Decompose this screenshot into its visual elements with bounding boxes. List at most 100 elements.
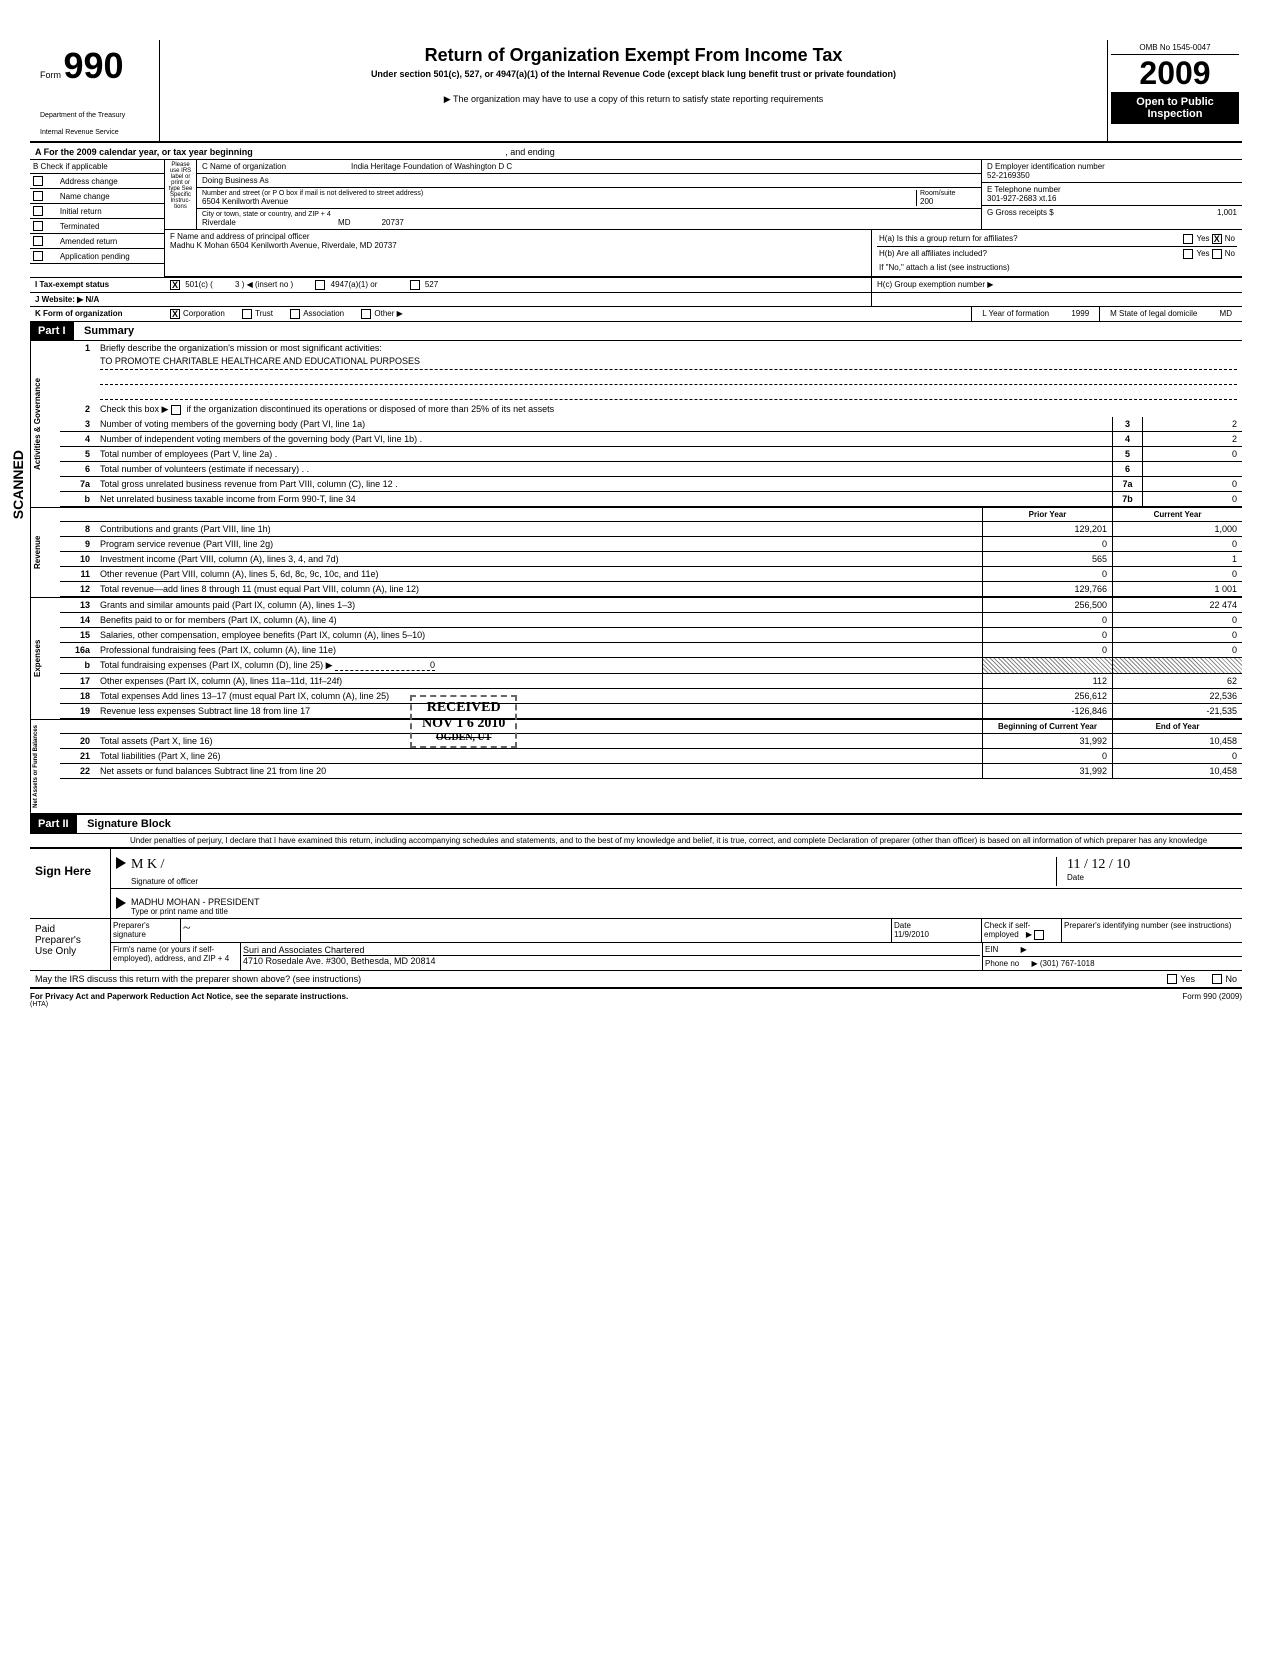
ha-no[interactable] (1212, 234, 1222, 244)
perjury-text: Under penalties of perjury, I declare th… (30, 834, 1242, 847)
prep-date: 11/9/2010 (894, 930, 979, 939)
form-year-box: OMB No 1545-0047 2009 Open to Public Ins… (1107, 40, 1242, 141)
form-title-box: Return of Organization Exempt From Incom… (160, 40, 1107, 141)
hb-no[interactable] (1212, 249, 1222, 259)
section-b: B Check if applicable Address change Nam… (30, 160, 165, 277)
arrow-icon (116, 857, 126, 869)
telephone: 301-927-2683 xt.16 (987, 194, 1237, 203)
sig-date: 11 / 12 / 10 (1067, 857, 1237, 873)
hta: (HTA) (30, 1001, 1242, 1008)
mission-text: TO PROMOTE CHARITABLE HEALTHCARE AND EDU… (100, 353, 1237, 370)
form-title: Return of Organization Exempt From Incom… (180, 45, 1087, 66)
sign-here-label: Sign Here (30, 849, 110, 918)
trust-checkbox[interactable] (242, 309, 252, 319)
irs-label: Internal Revenue Service (40, 129, 149, 136)
preparer-signature: ~ (181, 919, 892, 942)
checkbox-amended[interactable] (33, 236, 43, 246)
city-state-zip: Riverdale MD 20737 (202, 218, 976, 227)
summary-line: 5 Total number of employees (Part V, lin… (60, 447, 1242, 462)
discontinued-checkbox[interactable] (171, 405, 181, 415)
4947-checkbox[interactable] (315, 280, 325, 290)
dept-treasury: Department of the Treasury (40, 112, 149, 119)
summary-body: Activities & Governance 1 Briefly descri… (30, 341, 1242, 507)
527-checkbox[interactable] (410, 280, 420, 290)
form-subtitle: Under section 501(c), 527, or 4947(a)(1)… (180, 69, 1087, 79)
checkbox-terminated[interactable] (33, 221, 43, 231)
corp-checkbox[interactable] (170, 309, 180, 319)
activities-label: Activities & Governance (30, 341, 60, 507)
received-stamp: RECEIVED NOV 1 6 2010 OGDEN, UT (410, 695, 517, 748)
hb-yes[interactable] (1183, 249, 1193, 259)
part2-header: Part II (30, 815, 77, 833)
signature-section: Sign Here M K / Signature of officer 11 … (30, 847, 1242, 918)
main-info-block: B Check if applicable Address change Nam… (30, 160, 1242, 278)
revenue-line: 12 Total revenue—add lines 8 through 11 … (60, 582, 1242, 597)
checkbox-app-pending[interactable] (33, 251, 43, 261)
form-number-box: Form 990 Department of the Treasury Inte… (30, 40, 160, 141)
discuss-yes[interactable] (1167, 974, 1177, 984)
assets-line: 21 Total liabilities (Part X, line 26) 0… (60, 749, 1242, 764)
part1-header-row: Part I Summary (30, 322, 1242, 341)
line-a: A For the 2009 calendar year, or tax yea… (30, 145, 1242, 160)
form-note: ▶ The organization may have to use a cop… (180, 94, 1087, 105)
firm-name: Suri and Associates Chartered (243, 945, 980, 956)
part2-title: Signature Block (79, 815, 179, 833)
begin-year-header: Beginning of Current Year (982, 720, 1112, 733)
omb-number: OMB No 1545-0047 (1111, 43, 1239, 55)
expense-line: 14 Benefits paid to or for members (Part… (60, 613, 1242, 628)
footer: For Privacy Act and Paperwork Reduction … (30, 989, 1242, 1001)
arrow-icon (116, 897, 126, 909)
revenue-label: Revenue (30, 508, 60, 597)
assoc-checkbox[interactable] (290, 309, 300, 319)
expense-line: 15 Salaries, other compensation, employe… (60, 628, 1242, 643)
expense-line: b Total fundraising expenses (Part IX, c… (60, 658, 1242, 674)
line-i: I Tax-exempt status 501(c) ( 3 ) ◀ (inse… (30, 278, 1242, 293)
checkbox-initial[interactable] (33, 206, 43, 216)
501c-checkbox[interactable] (170, 280, 180, 290)
checkbox-name-change[interactable] (33, 191, 43, 201)
gross-receipts: 1,001 (1054, 208, 1237, 217)
expense-line: 17 Other expenses (Part IX, column (A), … (60, 674, 1242, 689)
principal-officer: Madhu K Mohan 6504 Kenilworth Avenue, Ri… (170, 241, 866, 250)
summary-line: 3 Number of voting members of the govern… (60, 417, 1242, 432)
room-suite: 200 (920, 197, 976, 206)
assets-label: Net Assets or Fund Balances (30, 720, 60, 813)
tax-year: 2009 (1111, 55, 1239, 92)
form-header: Form 990 Department of the Treasury Inte… (30, 40, 1242, 143)
officer-signature: M K / (131, 857, 1046, 877)
ein: 52-2169350 (987, 171, 1237, 180)
expense-line: 13 Grants and similar amounts paid (Part… (60, 598, 1242, 613)
paid-preparer-section: Paid Preparer's Use Only Preparer's sign… (30, 918, 1242, 971)
assets-line: 20 Total assets (Part X, line 16) 31,992… (60, 734, 1242, 749)
org-name: India Heritage Foundation of Washington … (351, 162, 976, 171)
part1-title: Summary (76, 322, 142, 340)
other-checkbox[interactable] (361, 309, 371, 319)
part1-header: Part I (30, 322, 74, 340)
discuss-no[interactable] (1212, 974, 1222, 984)
col-de: D Employer identification number 52-2169… (982, 160, 1242, 229)
expense-label: Expenses (30, 598, 60, 719)
checkbox-addr-change[interactable] (33, 176, 43, 186)
ha-yes[interactable] (1183, 234, 1193, 244)
check-applicable: B Check if applicable (30, 160, 164, 174)
summary-line: 6 Total number of volunteers (estimate i… (60, 462, 1242, 477)
expense-line: 19 Revenue less expenses Subtract line 1… (60, 704, 1242, 719)
line-j: J Website: ▶ N/A (30, 293, 1242, 307)
preparer-phone: ▶ (301) 767-1018 (1032, 959, 1095, 968)
year-formation: 1999 (1071, 309, 1089, 318)
revenue-line: 10 Investment income (Part VIII, column … (60, 552, 1242, 567)
current-year-header: Current Year (1112, 508, 1242, 521)
name-block: Please use IRS label or print or type Se… (165, 160, 1242, 229)
expense-line: 16a Professional fundraising fees (Part … (60, 643, 1242, 658)
street-address: 6504 Kenilworth Avenue (202, 197, 916, 206)
part2-header-row: Part II Signature Block (30, 813, 1242, 834)
discuss-row: May the IRS discuss this return with the… (30, 971, 1242, 990)
assets-line: 22 Net assets or fund balances Subtract … (60, 764, 1242, 779)
summary-line: b Net unrelated business taxable income … (60, 492, 1242, 507)
scanned-stamp: SCANNED (10, 450, 26, 519)
line-k: K Form of organization Corporation Trust… (30, 307, 1242, 322)
revenue-line: 11 Other revenue (Part VIII, column (A),… (60, 567, 1242, 582)
self-employed-checkbox[interactable] (1034, 930, 1044, 940)
state-domicile: MD (1220, 309, 1232, 318)
open-public: Open to Public Inspection (1111, 92, 1239, 124)
